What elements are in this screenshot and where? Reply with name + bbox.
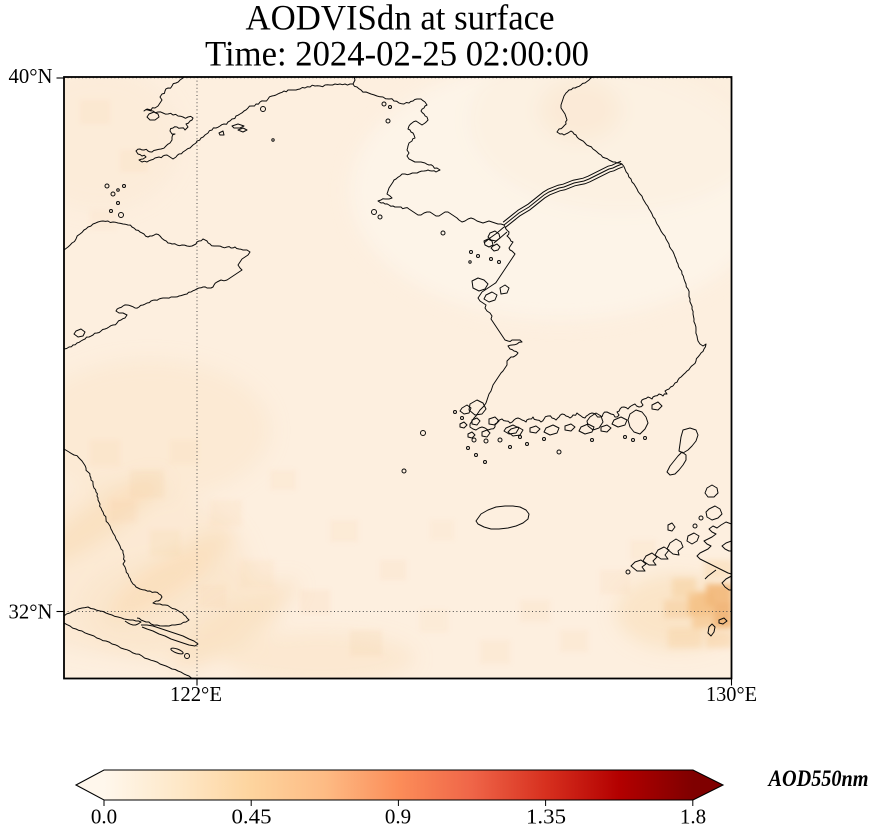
svg-text:32°N: 32°N [9, 599, 53, 623]
svg-text:1.35: 1.35 [526, 805, 566, 829]
svg-text:0.9: 0.9 [385, 805, 411, 829]
svg-text:130°E: 130°E [706, 682, 757, 706]
svg-text:122°E: 122°E [170, 682, 222, 706]
svg-text:0.0: 0.0 [91, 805, 117, 829]
svg-text:40°N: 40°N [9, 64, 53, 88]
svg-text:Time: 2024-02-25 02:00:00: Time: 2024-02-25 02:00:00 [205, 34, 589, 74]
svg-text:0.45: 0.45 [232, 805, 272, 829]
svg-text:1.8: 1.8 [680, 805, 706, 829]
svg-text:AOD550nm: AOD550nm [767, 766, 869, 791]
svg-text:AODVISdn at surface: AODVISdn at surface [246, 0, 555, 38]
